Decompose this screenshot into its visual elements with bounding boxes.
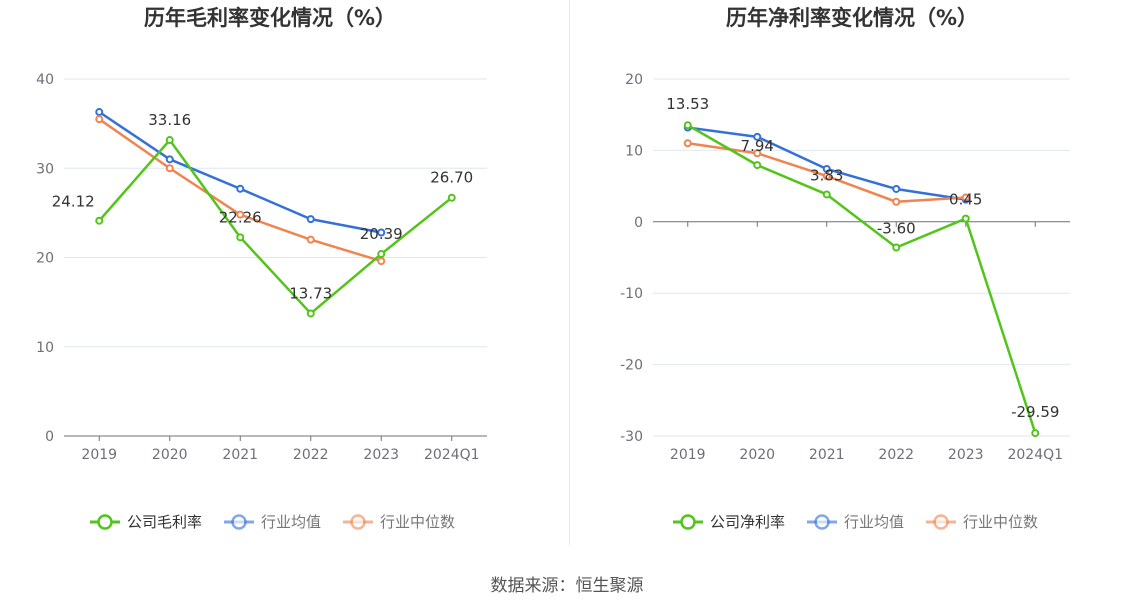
- data-point-industry_median: [95, 115, 104, 124]
- legend-item-industry_median: 行业中位数: [343, 513, 455, 531]
- legend-label: 行业中位数: [963, 513, 1038, 531]
- data-point-industry_median: [822, 172, 831, 181]
- data-label: 26.70: [430, 169, 473, 187]
- series-line-industry_avg: [687, 126, 966, 201]
- x-tick-label: 2020: [152, 447, 188, 463]
- panel-divider: [569, 0, 570, 545]
- y-tick-label: 40: [36, 72, 54, 88]
- data-label: 13.73: [289, 284, 332, 302]
- legend-label: 行业中位数: [380, 513, 455, 531]
- y-tick-label: 20: [625, 72, 643, 88]
- data-point-company: [961, 214, 970, 223]
- data-point-industry_median: [306, 235, 315, 244]
- data-point-industry_median: [377, 257, 386, 266]
- x-tick-label: 2019: [670, 447, 706, 463]
- data-label: 24.12: [52, 193, 95, 211]
- x-tick-label: 2024Q1: [424, 447, 480, 463]
- data-label: 22.26: [219, 208, 262, 226]
- legend-label: 公司净利率: [710, 513, 785, 531]
- legend-marker: [814, 514, 830, 530]
- series-line-company: [98, 138, 453, 315]
- data-point-industry_median: [236, 210, 245, 219]
- data-point-industry_median: [165, 164, 174, 173]
- legend-item-company: 公司净利率: [673, 513, 785, 531]
- data-point-industry_avg: [165, 155, 174, 164]
- data-point-company: [236, 233, 245, 242]
- legend-item-company: 公司毛利率: [90, 513, 202, 531]
- legend-marker: [680, 514, 696, 530]
- legend-marker: [933, 514, 949, 530]
- legend-marker: [97, 514, 113, 530]
- data-point-company: [1031, 429, 1040, 438]
- data-label: 7.94: [741, 137, 774, 155]
- data-label: 33.16: [148, 111, 191, 129]
- x-tick-label: 2021: [809, 447, 845, 463]
- data-point-industry_avg: [892, 184, 901, 193]
- legend-marker: [350, 514, 366, 530]
- x-tick-label: 2023: [363, 447, 399, 463]
- y-tick-label: 30: [36, 161, 54, 177]
- series-line-company: [687, 124, 1037, 434]
- data-label: 13.53: [666, 95, 709, 113]
- legend-item-industry_avg: 行业均值: [224, 513, 321, 531]
- x-tick-label: 2024Q1: [1007, 447, 1063, 463]
- data-point-company: [447, 193, 456, 202]
- y-tick-label: 20: [36, 251, 54, 267]
- legend-marker: [231, 514, 247, 530]
- x-tick-label: 2023: [948, 447, 984, 463]
- data-point-industry_median: [753, 149, 762, 158]
- data-point-company: [165, 136, 174, 145]
- data-point-industry_median: [683, 139, 692, 148]
- data-point-company: [683, 121, 692, 130]
- chart-1: 历年毛利率变化情况（%） 0 10 20 30 40 2019 2020 2021 2022 202…: [36, 6, 487, 531]
- chart-2: 历年净利率变化情况（%） -30 -20 -10 0 10 20 2019 2020 2021 20…: [620, 6, 1070, 531]
- data-label: 20.39: [360, 225, 403, 243]
- x-tick-label: 2022: [878, 447, 914, 463]
- y-tick-label: -20: [620, 358, 643, 374]
- chart-title: 历年净利率变化情况（%）: [726, 6, 978, 30]
- y-tick-label: 10: [36, 340, 54, 356]
- y-tick-label: 10: [625, 143, 643, 159]
- data-label: 0.45: [949, 191, 982, 209]
- data-point-industry_avg: [377, 228, 386, 237]
- data-point-company: [753, 161, 762, 170]
- legend-label: 行业均值: [261, 513, 321, 531]
- data-point-company: [306, 309, 315, 318]
- data-label: -29.59: [1011, 403, 1059, 421]
- legend-item-industry_median: 行业中位数: [926, 513, 1038, 531]
- data-point-industry_avg: [822, 164, 831, 173]
- data-source-note: 数据来源：恒生聚源: [490, 576, 644, 596]
- data-point-company: [892, 243, 901, 252]
- data-point-industry_median: [892, 197, 901, 206]
- x-tick-label: 2022: [293, 447, 329, 463]
- y-tick-label: -30: [620, 429, 643, 445]
- y-tick-label: -10: [620, 286, 643, 302]
- data-point-industry_avg: [306, 215, 315, 224]
- data-point-company: [95, 216, 104, 225]
- data-point-industry_avg: [753, 132, 762, 141]
- legend-label: 公司毛利率: [127, 513, 202, 531]
- data-point-industry_median: [961, 193, 970, 202]
- legend-label: 行业均值: [844, 513, 904, 531]
- data-point-industry_avg: [95, 108, 104, 117]
- legend-item-industry_avg: 行业均值: [807, 513, 904, 531]
- data-label: 3.83: [810, 166, 843, 184]
- x-tick-label: 2020: [739, 447, 775, 463]
- data-label: -3.60: [877, 220, 916, 238]
- data-point-company: [822, 190, 831, 199]
- data-point-industry_avg: [236, 184, 245, 193]
- x-tick-label: 2021: [222, 447, 258, 463]
- data-point-company: [377, 250, 386, 259]
- y-tick-label: 0: [45, 429, 54, 445]
- y-tick-label: 0: [634, 215, 643, 231]
- x-tick-label: 2019: [81, 447, 117, 463]
- chart-title: 历年毛利率变化情况（%）: [144, 6, 396, 30]
